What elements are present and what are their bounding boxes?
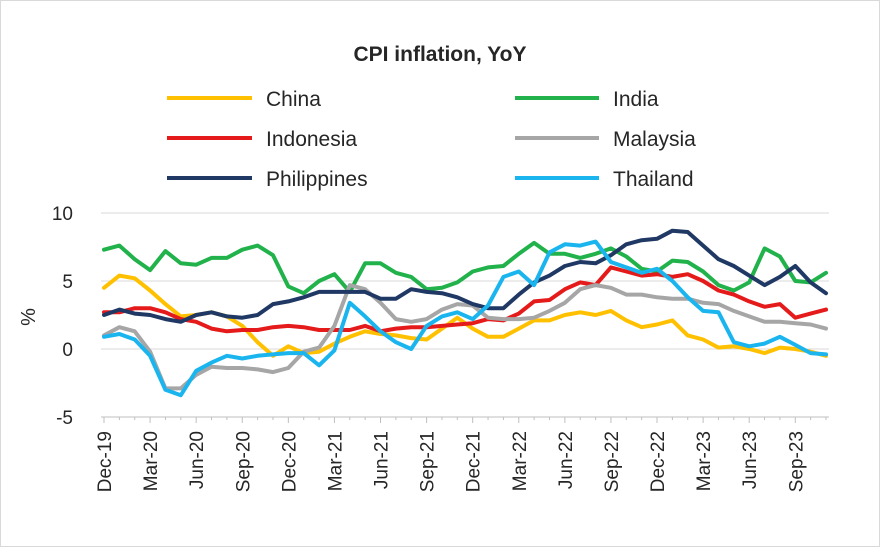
x-tick-label: Mar-22 (510, 431, 531, 491)
x-axis: Dec-19 Mar-20 Jun-20 Sep-20 Dec-20 Mar-21 Jun-… (95, 416, 829, 492)
legend-item-malaysia: Malaysia (515, 128, 696, 151)
x-tick-label: Sep-20 (233, 431, 254, 492)
legend-label: Thailand (613, 168, 694, 191)
x-tick-label: Dec-21 (464, 431, 485, 492)
series-line-malaysia (102, 283, 828, 391)
y-axis: 10 5 0 -5 (52, 204, 73, 429)
legend-label: India (613, 88, 659, 111)
x-tick-label: Jun-20 (187, 431, 208, 489)
x-tick-label: Sep-23 (786, 431, 807, 492)
series-line-indonesia (102, 265, 828, 334)
legend-item-philippines: Philippines (167, 168, 368, 191)
y-tick-label: 5 (62, 272, 73, 293)
legend-label: Philippines (266, 168, 368, 191)
legend-label: Malaysia (613, 128, 696, 151)
chart-title: CPI inflation, YoY (353, 43, 526, 66)
x-tick-label: Dec-22 (648, 431, 669, 492)
series-line-thailand (102, 239, 828, 398)
x-tick-label: Jun-21 (372, 431, 393, 489)
y-tick-label: 10 (52, 204, 73, 225)
legend-item-india: India (515, 88, 659, 111)
x-tick-label: Mar-21 (325, 431, 346, 491)
x-tick-label: Mar-23 (694, 431, 715, 491)
series-line-india (102, 240, 828, 296)
legend-item-thailand: Thailand (515, 168, 694, 191)
x-tick-label: Dec-20 (279, 431, 300, 492)
y-tick-label: -5 (56, 408, 73, 429)
x-tick-label: Dec-19 (95, 431, 116, 492)
x-tick-label: Jun-22 (556, 431, 577, 489)
legend-item-china: China (167, 88, 321, 111)
y-axis-label: % (18, 308, 40, 326)
legend-label: Indonesia (266, 128, 357, 151)
y-tick-label: 0 (62, 340, 73, 361)
series-lines (102, 228, 828, 398)
x-tick-label: Sep-21 (418, 431, 439, 492)
x-tick-label: Mar-20 (141, 431, 162, 491)
legend-item-indonesia: Indonesia (167, 128, 357, 151)
legend-label: China (266, 88, 321, 111)
legend: China India Indonesia Malaysia Philippines Th… (167, 88, 696, 191)
x-tick-label: Jun-23 (740, 431, 761, 489)
series-line-philippines (102, 228, 828, 324)
x-tick-label: Sep-22 (602, 431, 623, 492)
